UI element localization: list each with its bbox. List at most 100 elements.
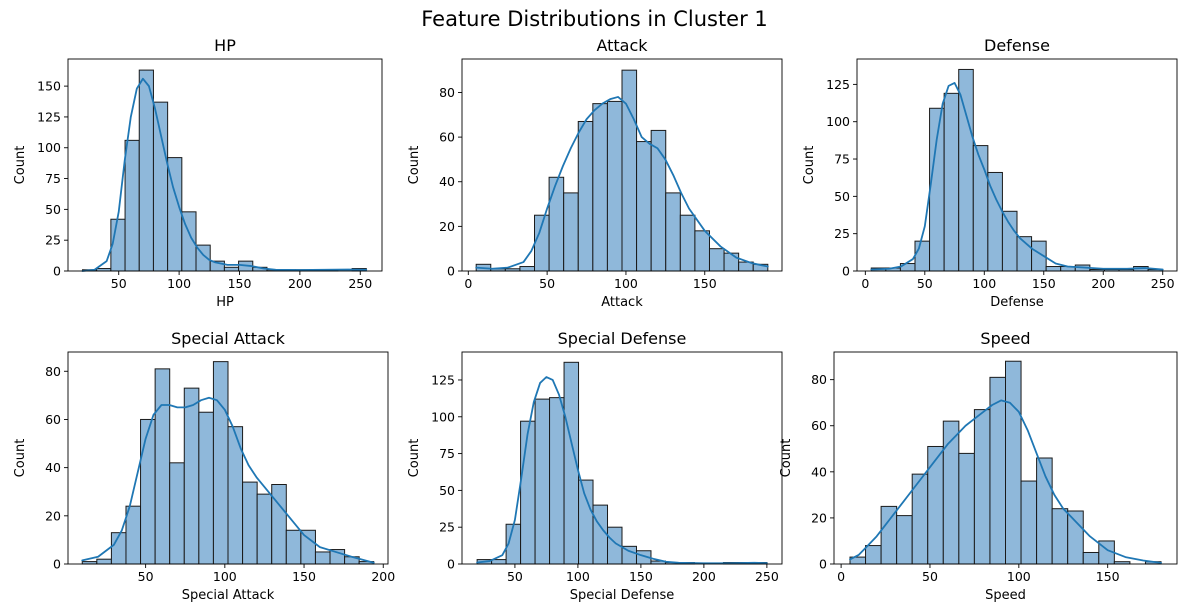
x-tick-label: 250 xyxy=(348,276,372,291)
y-tick-label: 40 xyxy=(439,174,455,189)
y-tick-label: 20 xyxy=(439,219,455,234)
y-tick-label: 40 xyxy=(811,464,827,479)
x-tick-label: 0 xyxy=(837,569,845,584)
histogram-bar xyxy=(1067,510,1084,565)
subplot: 50 100 150 200 250 0 25 50 75 100 125 150 HP HP Count xyxy=(13,36,383,310)
kde-line xyxy=(81,396,375,564)
y-axis-label: Count xyxy=(802,146,817,185)
histogram-bar xyxy=(958,68,974,272)
subplot-title: Special Defense xyxy=(558,329,687,348)
histogram-bar xyxy=(198,411,214,565)
histogram-bar xyxy=(972,145,989,272)
axes-frame xyxy=(67,58,383,272)
histogram-bar xyxy=(300,529,316,565)
y-tick-label: 75 xyxy=(834,152,850,167)
y-tick-label: 80 xyxy=(439,85,455,100)
subplot-title: Defense xyxy=(984,36,1050,55)
y-tick-label: 60 xyxy=(45,412,61,427)
y-tick-label: 25 xyxy=(45,233,61,248)
x-tick-label: 50 xyxy=(539,276,555,291)
y-tick-label: 60 xyxy=(811,418,827,433)
histogram-bar xyxy=(973,409,991,565)
x-axis-label: Speed xyxy=(985,588,1026,603)
y-axis-label: Count xyxy=(407,439,422,478)
histogram-bar xyxy=(1005,360,1022,565)
histogram-bar xyxy=(549,397,565,565)
histogram-bar xyxy=(650,129,667,272)
histogram-bar xyxy=(212,361,229,565)
x-axis-label: Defense xyxy=(990,295,1044,310)
histogram-bar xyxy=(183,387,200,565)
y-tick-label: 40 xyxy=(45,460,61,475)
x-tick-label: 50 xyxy=(138,569,154,584)
y-axis-label: Count xyxy=(13,146,28,185)
histogram-bar xyxy=(694,230,710,272)
histogram-bar xyxy=(242,481,258,565)
histogram-bar xyxy=(958,452,975,565)
x-tick-label: 100 xyxy=(167,276,191,291)
histogram-bar xyxy=(592,504,609,565)
histogram-bar xyxy=(943,92,960,272)
x-tick-label: 50 xyxy=(922,569,938,584)
y-tick-label: 100 xyxy=(431,409,455,424)
histogram-bar xyxy=(679,214,696,272)
y-tick-label: 0 xyxy=(53,557,61,572)
kde-line xyxy=(870,81,1164,271)
histogram-bar xyxy=(223,266,240,272)
subplot: 0 50 100 150 0 20 40 60 80 Speed Speed Count xyxy=(779,329,1178,603)
histogram-bar xyxy=(152,101,169,272)
y-tick-label: 125 xyxy=(826,77,850,92)
y-tick-label: 150 xyxy=(37,79,61,94)
histogram-bar xyxy=(621,69,638,272)
histogram-bar xyxy=(606,100,623,272)
x-tick-label: 250 xyxy=(755,569,779,584)
y-tick-label: 20 xyxy=(811,510,827,525)
y-tick-label: 80 xyxy=(811,372,827,387)
y-tick-label: 50 xyxy=(834,189,850,204)
y-tick-label: 75 xyxy=(45,171,61,186)
kde-line xyxy=(849,399,1162,564)
histogram-bar xyxy=(96,558,112,565)
y-tick-label: 20 xyxy=(45,508,61,523)
x-axis-label: Attack xyxy=(601,295,643,310)
histogram-bar xyxy=(896,515,913,565)
histogram-bar xyxy=(1020,480,1038,565)
axes-frame xyxy=(833,351,1178,565)
y-tick-label: 100 xyxy=(826,114,850,129)
histogram-bar xyxy=(534,398,551,565)
histogram-bar xyxy=(927,445,944,565)
histogram-bar xyxy=(125,505,142,565)
y-tick-label: 0 xyxy=(842,264,850,279)
histogram-bar xyxy=(138,69,154,272)
figure-suptitle: Feature Distributions in Cluster 1 xyxy=(421,7,768,31)
x-tick-label: 200 xyxy=(371,569,395,584)
histogram-bar xyxy=(256,493,273,565)
subplot-title: Special Attack xyxy=(171,329,286,348)
x-tick-label: 200 xyxy=(692,569,716,584)
x-tick-label: 200 xyxy=(288,276,312,291)
histogram-bar xyxy=(578,479,594,565)
histogram-bar xyxy=(708,248,725,272)
histogram-bar xyxy=(880,505,898,565)
x-axis-label: Special Attack xyxy=(182,588,275,603)
histogram-bar xyxy=(577,120,594,272)
x-tick-label: 200 xyxy=(1091,276,1115,291)
histogram-bar xyxy=(154,368,171,565)
histogram-bar xyxy=(1045,266,1062,272)
histogram-bar xyxy=(124,139,140,272)
histogram-bar xyxy=(929,107,945,272)
x-tick-label: 50 xyxy=(507,569,523,584)
histogram-bar xyxy=(548,176,565,272)
x-tick-label: 0 xyxy=(861,276,869,291)
subplot: 0 50 100 150 200 250 0 25 50 75 100 125 Defense Defen… xyxy=(802,36,1178,310)
subplot: 0 50 100 150 0 20 40 60 80 Attack Attack Count xyxy=(407,36,783,310)
histogram-bar xyxy=(942,420,960,565)
histogram-bar xyxy=(865,545,882,565)
x-tick-label: 100 xyxy=(614,276,638,291)
kde-line xyxy=(81,77,368,272)
histogram-bar xyxy=(563,192,579,272)
histogram-bar xyxy=(723,252,740,272)
axes-frame xyxy=(461,58,783,272)
y-tick-label: 50 xyxy=(439,483,455,498)
histogram-bar xyxy=(665,192,681,272)
